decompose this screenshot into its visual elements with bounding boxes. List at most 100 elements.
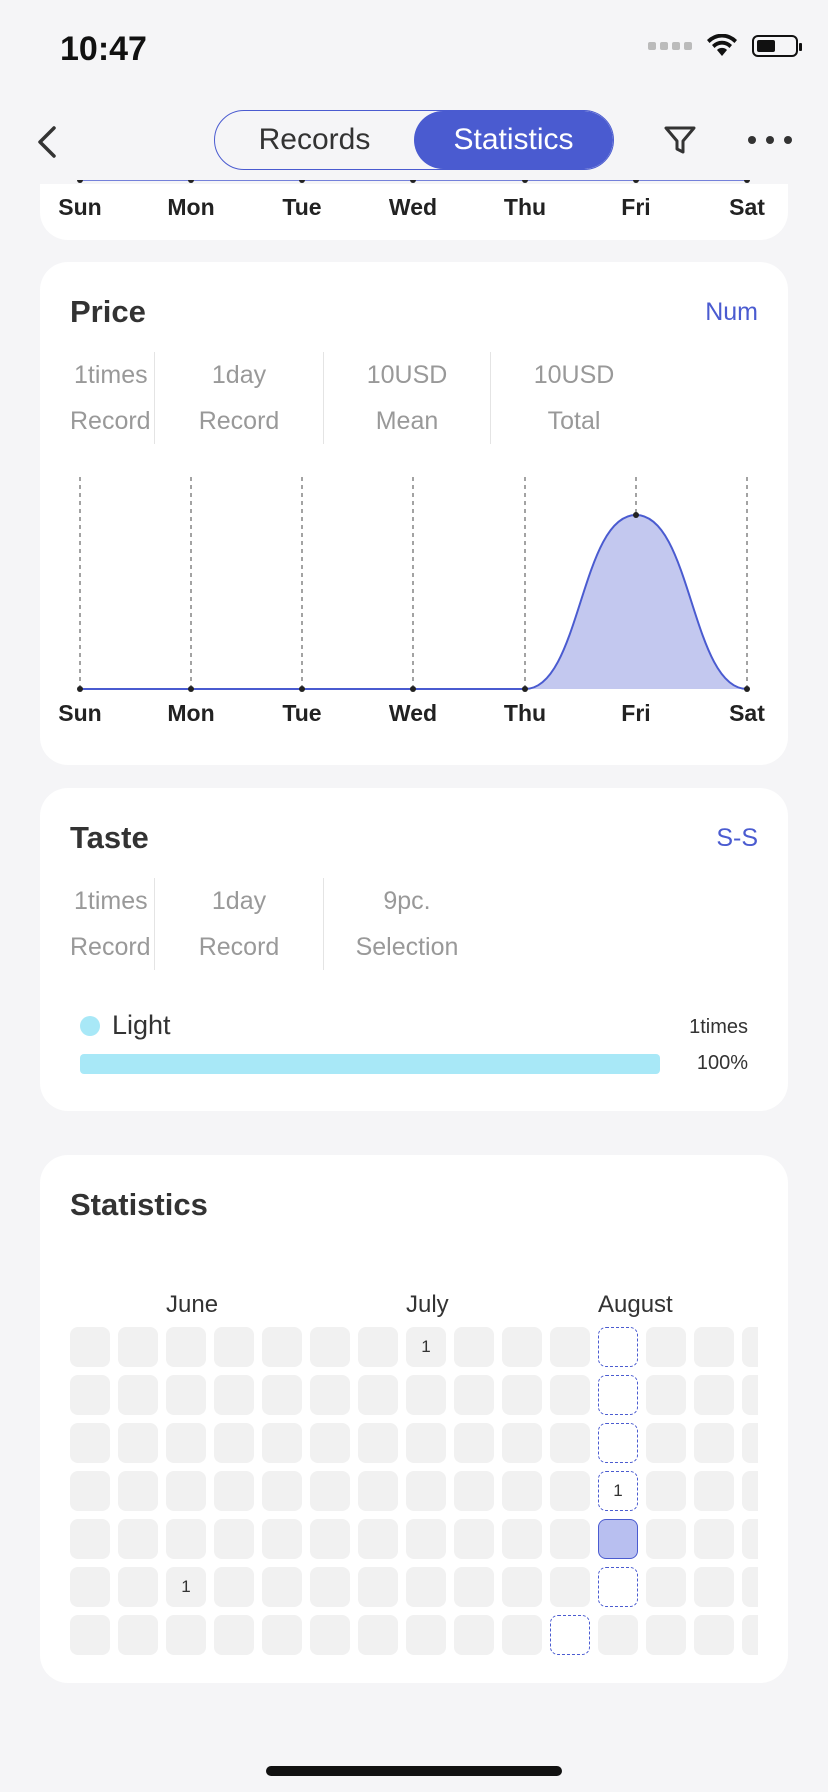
- heatmap-cell[interactable]: [262, 1423, 302, 1463]
- heatmap-cell[interactable]: [70, 1375, 110, 1415]
- heatmap-cell[interactable]: [406, 1471, 446, 1511]
- heatmap-cell[interactable]: [502, 1471, 542, 1511]
- heatmap-cell[interactable]: [646, 1567, 686, 1607]
- heatmap-cell[interactable]: [694, 1327, 734, 1367]
- heatmap-cell[interactable]: [358, 1567, 398, 1607]
- heatmap-cell[interactable]: [262, 1375, 302, 1415]
- heatmap-cell[interactable]: [214, 1615, 254, 1655]
- heatmap-cell[interactable]: [70, 1471, 110, 1511]
- heatmap-cell[interactable]: [118, 1327, 158, 1367]
- heatmap-cell[interactable]: [646, 1375, 686, 1415]
- more-options-icon[interactable]: [748, 126, 792, 154]
- heatmap-cell[interactable]: [310, 1471, 350, 1511]
- heatmap-cell[interactable]: [502, 1375, 542, 1415]
- heatmap-cell[interactable]: [406, 1567, 446, 1607]
- heatmap-cell[interactable]: [502, 1567, 542, 1607]
- heatmap-cell[interactable]: [214, 1471, 254, 1511]
- heatmap-cell[interactable]: 1: [166, 1567, 206, 1607]
- heatmap-cell[interactable]: [310, 1519, 350, 1559]
- heatmap-cell[interactable]: [214, 1519, 254, 1559]
- heatmap-cell[interactable]: [406, 1519, 446, 1559]
- heatmap-cell[interactable]: [598, 1567, 638, 1607]
- heatmap-cell[interactable]: [358, 1423, 398, 1463]
- heatmap-cell[interactable]: [406, 1375, 446, 1415]
- heatmap-cell[interactable]: [742, 1327, 758, 1367]
- heatmap-cell[interactable]: [550, 1567, 590, 1607]
- heatmap-cell[interactable]: [694, 1471, 734, 1511]
- heatmap-cell[interactable]: [550, 1471, 590, 1511]
- heatmap-cell[interactable]: [694, 1615, 734, 1655]
- heatmap-cell[interactable]: [454, 1423, 494, 1463]
- heatmap-cell[interactable]: [310, 1423, 350, 1463]
- heatmap-cell[interactable]: [70, 1615, 110, 1655]
- heatmap-cell[interactable]: [550, 1519, 590, 1559]
- heatmap-cell[interactable]: 1: [598, 1471, 638, 1511]
- heatmap-cell[interactable]: [310, 1567, 350, 1607]
- heatmap-cell[interactable]: [646, 1519, 686, 1559]
- heatmap-cell[interactable]: [694, 1567, 734, 1607]
- heatmap-cell[interactable]: [598, 1327, 638, 1367]
- heatmap-cell[interactable]: [358, 1471, 398, 1511]
- heatmap-cell[interactable]: [646, 1471, 686, 1511]
- heatmap-cell[interactable]: [166, 1471, 206, 1511]
- heatmap-cell[interactable]: [262, 1471, 302, 1511]
- heatmap-cell[interactable]: [598, 1375, 638, 1415]
- heatmap-cell[interactable]: [310, 1375, 350, 1415]
- heatmap-cell[interactable]: [70, 1423, 110, 1463]
- heatmap-cell[interactable]: [166, 1327, 206, 1367]
- heatmap-cell[interactable]: [70, 1519, 110, 1559]
- heatmap-cell[interactable]: [454, 1567, 494, 1607]
- num-toggle-link[interactable]: Num: [705, 298, 758, 326]
- tab-records[interactable]: Records: [258, 123, 371, 156]
- heatmap-cell[interactable]: [262, 1567, 302, 1607]
- heatmap-cell[interactable]: [214, 1327, 254, 1367]
- heatmap-cell[interactable]: [262, 1327, 302, 1367]
- heatmap-cell[interactable]: [646, 1423, 686, 1463]
- heatmap-cell[interactable]: [598, 1615, 638, 1655]
- heatmap-cell[interactable]: [166, 1375, 206, 1415]
- heatmap-cell[interactable]: 1: [406, 1327, 446, 1367]
- heatmap-cell[interactable]: [742, 1423, 758, 1463]
- heatmap-cell[interactable]: [550, 1327, 590, 1367]
- heatmap-cell[interactable]: [598, 1423, 638, 1463]
- back-arrow-icon[interactable]: [28, 122, 68, 162]
- heatmap-cell[interactable]: [454, 1519, 494, 1559]
- heatmap-cell[interactable]: [694, 1423, 734, 1463]
- heatmap-cell[interactable]: [454, 1471, 494, 1511]
- heatmap-cell[interactable]: [214, 1375, 254, 1415]
- heatmap-cell[interactable]: [310, 1327, 350, 1367]
- heatmap-cell[interactable]: [214, 1567, 254, 1607]
- s-s-toggle-link[interactable]: S-S: [716, 824, 758, 852]
- heatmap-cell[interactable]: [502, 1327, 542, 1367]
- heatmap-cell[interactable]: [550, 1615, 590, 1655]
- heatmap-cell[interactable]: [550, 1375, 590, 1415]
- heatmap-cell[interactable]: [358, 1327, 398, 1367]
- heatmap-cell[interactable]: [454, 1327, 494, 1367]
- heatmap-cell[interactable]: [502, 1423, 542, 1463]
- heatmap-cell[interactable]: [598, 1519, 638, 1559]
- heatmap-cell[interactable]: [742, 1375, 758, 1415]
- heatmap-cell[interactable]: [118, 1471, 158, 1511]
- heatmap-cell[interactable]: [358, 1519, 398, 1559]
- tab-statistics[interactable]: Statistics: [414, 111, 613, 169]
- heatmap-cell[interactable]: [550, 1423, 590, 1463]
- heatmap-cell[interactable]: [694, 1519, 734, 1559]
- heatmap-cell[interactable]: [742, 1567, 758, 1607]
- filter-icon[interactable]: [662, 120, 698, 160]
- heatmap-cell[interactable]: [358, 1375, 398, 1415]
- heatmap-cell[interactable]: [646, 1615, 686, 1655]
- heatmap-cell[interactable]: [262, 1615, 302, 1655]
- heatmap-cell[interactable]: [406, 1423, 446, 1463]
- heatmap-cell[interactable]: [742, 1471, 758, 1511]
- heatmap-cell[interactable]: [118, 1615, 158, 1655]
- heatmap-cell[interactable]: [742, 1519, 758, 1559]
- heatmap-cell[interactable]: [166, 1615, 206, 1655]
- heatmap-cell[interactable]: [118, 1375, 158, 1415]
- heatmap-cell[interactable]: [358, 1615, 398, 1655]
- heatmap-cell[interactable]: [118, 1519, 158, 1559]
- heatmap-cell[interactable]: [214, 1423, 254, 1463]
- heatmap-cell[interactable]: [70, 1327, 110, 1367]
- heatmap-cell[interactable]: [406, 1615, 446, 1655]
- heatmap-cell[interactable]: [118, 1423, 158, 1463]
- heatmap-cell[interactable]: [70, 1567, 110, 1607]
